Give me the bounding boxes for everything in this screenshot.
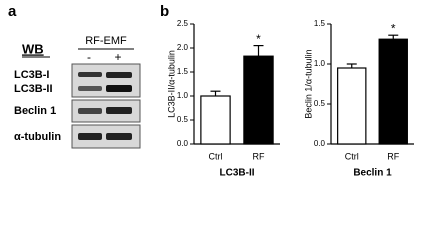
- y-tick-label: 0.0: [177, 139, 189, 148]
- figure: a WB RF-EMF - + LC3B-I LC3B-II Beclin 1 …: [8, 3, 414, 179]
- x-tick-label: Ctrl: [345, 151, 359, 161]
- x-tick-label: Ctrl: [209, 151, 223, 161]
- method-label: WB: [22, 41, 44, 56]
- y-tick-label: 2.5: [177, 19, 189, 28]
- lane-label: -: [87, 50, 91, 64]
- y-tick-label: 0.5: [177, 115, 189, 124]
- treatment-label: RF-EMF: [85, 35, 127, 47]
- panel-label: b: [160, 3, 169, 20]
- significance-mark: *: [391, 21, 396, 35]
- significance-mark: *: [256, 32, 261, 46]
- y-tick-label: 1.5: [314, 19, 326, 28]
- row-label: Beclin 1: [14, 105, 56, 117]
- x-axis-label: LC3B-II: [220, 168, 255, 179]
- y-tick-label: 2.0: [177, 43, 189, 52]
- row-label: LC3B-II: [14, 83, 53, 95]
- lane-label: +: [114, 50, 121, 64]
- y-axis-label: Beclin 1/α-tubulin: [303, 49, 313, 118]
- y-tick-label: 0.0: [314, 139, 326, 148]
- blot-images: [71, 63, 141, 149]
- bar: [200, 95, 231, 145]
- y-tick-label: 1.0: [177, 91, 189, 100]
- row-label: LC3B-I: [14, 69, 49, 81]
- bar: [337, 67, 367, 145]
- y-tick-label: 1.0: [314, 59, 326, 68]
- x-axis-label: Beclin 1: [353, 168, 392, 179]
- row-label: α-tubulin: [14, 131, 61, 143]
- bar: [243, 55, 274, 145]
- x-tick-label: RF: [253, 151, 265, 161]
- x-tick-label: RF: [387, 151, 399, 161]
- bar: [378, 38, 408, 145]
- panel-label: a: [8, 3, 17, 20]
- y-axis-label: LC3B-II/α-tubulin: [166, 50, 176, 118]
- y-tick-label: 1.5: [177, 67, 189, 76]
- y-tick-label: 0.5: [314, 99, 326, 108]
